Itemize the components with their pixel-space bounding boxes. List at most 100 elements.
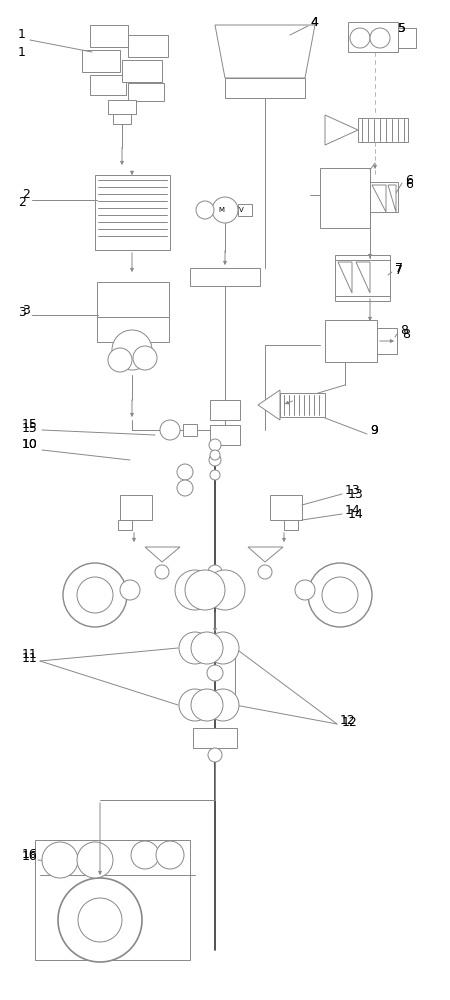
Text: 13: 13 (348, 488, 364, 502)
Circle shape (207, 689, 239, 721)
Bar (377, 328, 397, 354)
Text: 3: 3 (18, 306, 26, 320)
Bar (210, 400, 240, 420)
Text: 12: 12 (342, 716, 358, 728)
Circle shape (208, 748, 222, 762)
Circle shape (191, 689, 223, 721)
Text: 1: 1 (18, 28, 26, 41)
Bar (238, 204, 252, 216)
Polygon shape (258, 390, 280, 420)
Text: 11: 11 (22, 652, 38, 664)
Text: 6: 6 (405, 178, 413, 192)
Text: 2: 2 (22, 188, 30, 202)
Circle shape (155, 565, 169, 579)
Circle shape (209, 439, 221, 451)
Circle shape (77, 842, 113, 878)
Circle shape (185, 570, 225, 610)
Bar (128, 35, 168, 57)
Circle shape (212, 197, 238, 223)
Circle shape (42, 842, 78, 878)
Text: 15: 15 (22, 422, 38, 434)
Bar (97, 282, 169, 317)
Circle shape (179, 632, 211, 664)
Text: 1: 1 (18, 46, 26, 60)
Circle shape (370, 28, 390, 48)
Bar (90, 25, 128, 47)
Circle shape (207, 632, 239, 664)
Text: 16: 16 (22, 848, 38, 861)
Text: 15: 15 (22, 418, 38, 432)
Circle shape (322, 577, 358, 613)
Circle shape (131, 841, 159, 869)
Circle shape (210, 470, 220, 480)
Text: V: V (239, 207, 244, 213)
Bar (320, 168, 370, 228)
Polygon shape (356, 262, 370, 293)
Text: 10: 10 (22, 438, 38, 452)
Bar (398, 28, 416, 48)
Circle shape (208, 565, 222, 579)
Circle shape (175, 570, 215, 610)
Circle shape (308, 563, 372, 627)
Bar (97, 317, 169, 342)
Bar (358, 118, 408, 142)
Circle shape (78, 898, 122, 942)
Text: M: M (218, 207, 224, 213)
Polygon shape (215, 25, 315, 78)
Text: 5: 5 (398, 21, 406, 34)
Circle shape (210, 450, 220, 460)
Bar (113, 114, 131, 124)
Polygon shape (338, 262, 352, 293)
Circle shape (207, 665, 223, 681)
Bar (348, 22, 398, 52)
Text: 6: 6 (405, 174, 413, 186)
Text: 7: 7 (395, 263, 403, 276)
Circle shape (205, 570, 245, 610)
Circle shape (179, 689, 211, 721)
Circle shape (133, 346, 157, 370)
Bar (95, 175, 170, 250)
Bar (82, 50, 120, 72)
Circle shape (160, 420, 180, 440)
Text: 12: 12 (340, 714, 356, 726)
Circle shape (120, 580, 140, 600)
Text: 5: 5 (398, 21, 406, 34)
Text: 2: 2 (18, 196, 26, 210)
Bar (325, 320, 377, 362)
Text: 14: 14 (345, 504, 361, 516)
Bar (270, 495, 302, 520)
Circle shape (58, 878, 142, 962)
Polygon shape (145, 547, 180, 562)
Bar (90, 75, 126, 95)
Circle shape (191, 632, 223, 664)
Bar (118, 520, 132, 530)
Text: 3: 3 (22, 304, 30, 316)
Bar (335, 255, 390, 260)
Text: 14: 14 (348, 508, 364, 522)
Bar (370, 182, 398, 212)
Circle shape (258, 565, 272, 579)
Circle shape (156, 841, 184, 869)
Bar (335, 258, 390, 296)
Circle shape (295, 580, 315, 600)
Circle shape (77, 577, 113, 613)
Bar (183, 424, 197, 436)
Polygon shape (325, 115, 358, 145)
Circle shape (196, 201, 214, 219)
Bar (225, 78, 305, 98)
Bar (128, 83, 164, 101)
Bar (122, 60, 162, 82)
Bar (335, 296, 390, 301)
Bar (193, 728, 237, 748)
Bar (190, 268, 260, 286)
Text: 8: 8 (400, 324, 408, 336)
Circle shape (63, 563, 127, 627)
Circle shape (108, 348, 132, 372)
Text: 10: 10 (22, 438, 38, 452)
Bar (120, 495, 152, 520)
Circle shape (112, 330, 152, 370)
Bar (280, 393, 325, 417)
Text: 16: 16 (22, 850, 38, 863)
Circle shape (177, 464, 193, 480)
Polygon shape (372, 185, 386, 212)
